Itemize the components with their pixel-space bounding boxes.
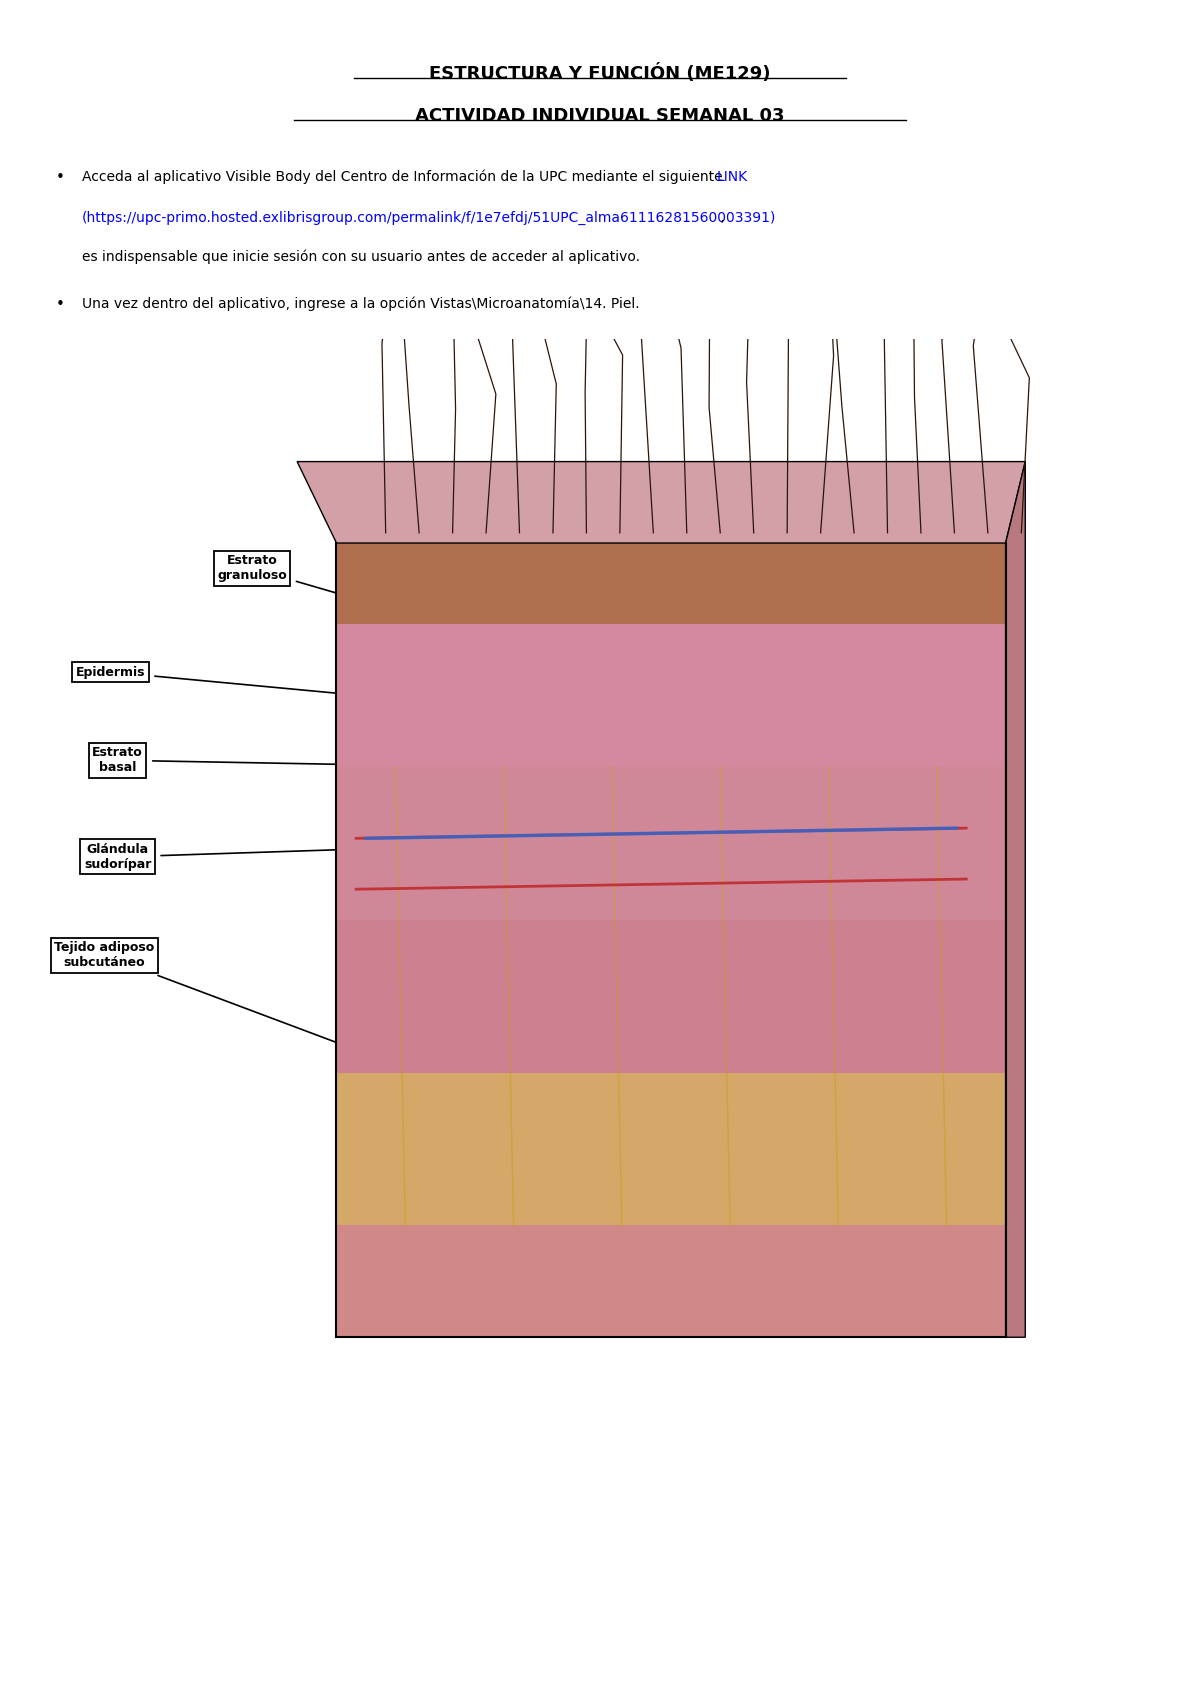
Text: Glándula
sudorípar: Glándula sudorípar xyxy=(84,843,371,871)
Text: •: • xyxy=(55,297,65,312)
Text: ,: , xyxy=(716,210,725,224)
Bar xyxy=(336,920,1006,1073)
Text: Estrato
basal: Estrato basal xyxy=(92,747,371,774)
Text: ESTRUCTURA Y FUNCIÓN (ME129): ESTRUCTURA Y FUNCIÓN (ME129) xyxy=(430,64,770,83)
Text: Dermis
reticular: Dermis reticular xyxy=(947,855,1012,988)
Text: Tejido adiposo
subcutáneo: Tejido adiposo subcutáneo xyxy=(54,942,371,1057)
Polygon shape xyxy=(298,462,1025,543)
Text: (https://upc-primo.hosted.exlibrisgroup.com/permalink/f/1e7efdj/51UPC_alma611162: (https://upc-primo.hosted.exlibrisgroup.… xyxy=(82,210,776,224)
Polygon shape xyxy=(1006,462,1025,1337)
Bar xyxy=(336,1073,1006,1225)
Bar xyxy=(336,767,1006,920)
Text: Glándula
sebácea: Glándula sebácea xyxy=(431,894,548,1232)
Text: •: • xyxy=(55,170,65,185)
Text: Estrato
espinoso: Estrato espinoso xyxy=(814,558,1006,624)
Text: es indispensable que inicie sesión con su usuario antes de acceder al aplicativo: es indispensable que inicie sesión con s… xyxy=(82,249,640,265)
Bar xyxy=(336,543,1006,624)
Text: Dermis
capilar: Dermis capilar xyxy=(948,753,1007,835)
Text: Estrato
corneo: Estrato corneo xyxy=(575,479,625,506)
Text: Estrato
granuloso: Estrato granuloso xyxy=(217,555,439,624)
Text: ACTIVIDAD INDIVIDUAL SEMANAL 03: ACTIVIDAD INDIVIDUAL SEMANAL 03 xyxy=(415,107,785,126)
Bar xyxy=(336,1225,1006,1337)
Text: LINK: LINK xyxy=(716,170,748,183)
Text: Epidermis: Epidermis xyxy=(76,665,359,697)
Text: Acceda al aplicativo Visible Body del Centro de Información de la UPC mediante e: Acceda al aplicativo Visible Body del Ce… xyxy=(82,170,727,185)
Text: Una vez dentro del aplicativo, ingrese a la opción Vistas\Microanatomía\14. Piel: Una vez dentro del aplicativo, ingrese a… xyxy=(82,297,640,312)
Bar xyxy=(336,624,1006,767)
Text: Lamina
básica: Lamina básica xyxy=(900,653,1007,762)
